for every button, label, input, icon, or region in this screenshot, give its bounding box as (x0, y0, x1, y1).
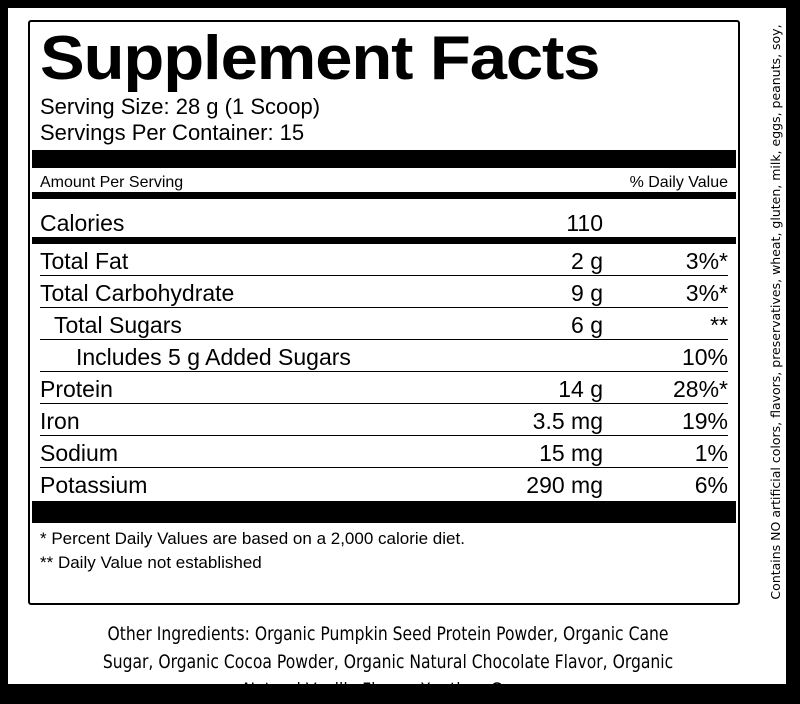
nutrient-daily-value: 19% (681, 408, 728, 434)
nutrient-row: Total Fat 2 g 3%* (40, 244, 728, 276)
divider-medium (32, 192, 736, 199)
nutrient-daily-value: 1% (694, 440, 728, 466)
allergen-statement: Contains NO artificial colors, flavors, … (768, 24, 799, 600)
nutrient-daily-value: 28%* (673, 376, 728, 402)
nutrient-name: Sodium (40, 440, 118, 466)
nutrient-daily-value: 6% (694, 472, 728, 498)
servings-per-container: Servings Per Container: 15 (40, 120, 305, 145)
nutrient-name: Potassium (40, 472, 148, 498)
nutrient-daily-value: ** (710, 312, 728, 338)
nutrient-amount: 3.5 mg (532, 408, 603, 434)
nutrient-row: Iron 3.5 mg 19% (40, 404, 728, 436)
divider-thick (32, 501, 736, 523)
nutrient-row: Total Carbohydrate 9 g 3%* (40, 276, 728, 308)
label-sheet: Supplement Facts Serving Size: 28 g (1 S… (8, 8, 786, 701)
divider-thick (32, 150, 736, 168)
nutrient-row: Sodium 15 mg 1% (40, 436, 728, 468)
daily-value-label: % Daily Value (629, 174, 728, 191)
nutrient-name: Protein (40, 376, 113, 402)
nutrient-row: Includes 5 g Added Sugars 10% (40, 340, 728, 372)
divider-medium (32, 237, 736, 244)
supplement-facts-panel: Supplement Facts Serving Size: 28 g (1 S… (28, 20, 740, 605)
nutrient-name: Total Fat (40, 248, 129, 274)
nutrient-name: Includes 5 g Added Sugars (76, 344, 351, 370)
nutrient-daily-value: 3%* (685, 248, 728, 274)
panel-title: Supplement Facts (40, 24, 601, 93)
nutrient-daily-value: 10% (681, 344, 728, 370)
calories-value: 110 (566, 210, 603, 236)
nutrient-row: Potassium 290 mg 6% (40, 468, 728, 499)
nutrient-amount: 6 g (571, 312, 603, 338)
calories-row: Calories 110 (40, 199, 728, 237)
footnote: ** Daily Value not established (40, 553, 262, 572)
calories-label: Calories (40, 210, 125, 236)
nutrient-row: Total Sugars 6 g ** (40, 308, 728, 340)
nutrient-amount: 2 g (571, 248, 603, 274)
nutrient-row: Protein 14 g 28%* (40, 372, 728, 404)
column-header: Amount Per Serving % Daily Value (40, 168, 728, 192)
footnote: * Percent Daily Values are based on a 2,… (40, 529, 465, 548)
other-ingredients: Other Ingredients: Organic Pumpkin Seed … (102, 623, 674, 701)
amount-per-serving-label: Amount Per Serving (40, 174, 184, 191)
nutrient-amount: 14 g (558, 376, 603, 402)
nutrient-amount: 9 g (571, 280, 603, 306)
serving-size: Serving Size: 28 g (1 Scoop) (40, 94, 321, 119)
nutrient-amount: 290 mg (526, 472, 603, 498)
nutrient-name: Total Carbohydrate (40, 280, 235, 306)
nutrient-amount: 15 mg (539, 440, 603, 466)
nutrient-daily-value: 3%* (685, 280, 728, 306)
nutrient-name: Iron (40, 408, 80, 434)
nutrient-name: Total Sugars (54, 312, 182, 338)
